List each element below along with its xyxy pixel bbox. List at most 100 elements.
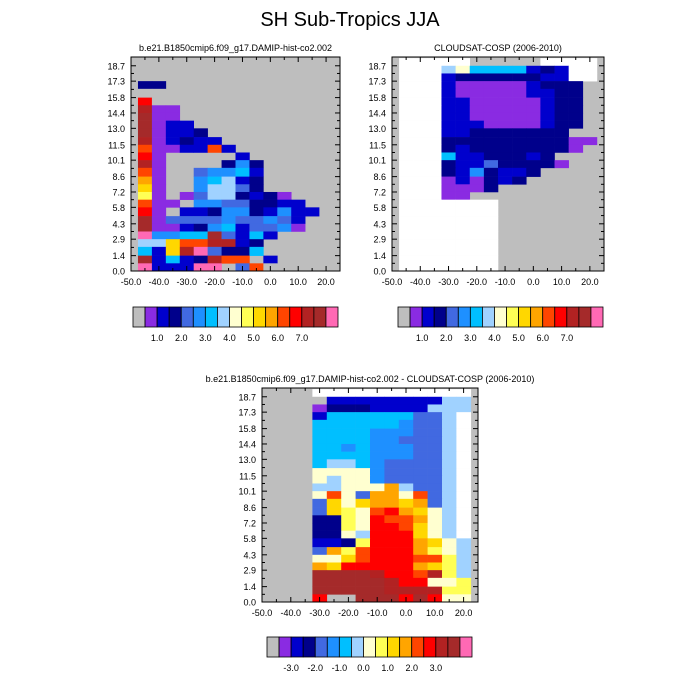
- heatmap-cell: [207, 246, 222, 256]
- heatmap-cell: [413, 530, 428, 539]
- heatmap-cell: [277, 223, 292, 232]
- heatmap-cell: [384, 389, 400, 398]
- heatmap-cell: [249, 176, 264, 185]
- colorbar-label: -2.0: [307, 663, 323, 673]
- heatmap-cell: [582, 65, 598, 74]
- heatmap-cell: [427, 97, 442, 106]
- heatmap-cell: [526, 73, 541, 82]
- heatmap-cell: [427, 246, 442, 256]
- heatmap-cell: [498, 160, 513, 169]
- heatmap-cell: [137, 255, 153, 264]
- colorbar-label: 6.0: [271, 333, 284, 343]
- heatmap-cell: [456, 428, 472, 437]
- heatmap-cell: [355, 459, 371, 469]
- heatmap-cell: [341, 515, 356, 524]
- heatmap-cell: [207, 184, 222, 193]
- heatmap-cell: [427, 562, 443, 571]
- heatmap-cell: [427, 167, 442, 177]
- heatmap-cell: [554, 112, 569, 121]
- heatmap-cell: [456, 554, 472, 563]
- heatmap-cell: [193, 137, 208, 146]
- heatmap-cell: [398, 483, 414, 492]
- heatmap-cell: [413, 167, 428, 177]
- heatmap-cell: [427, 160, 442, 169]
- colorbar-swatch: [566, 306, 580, 328]
- heatmap-cell: [165, 105, 181, 114]
- x-tick-label: -10.0: [495, 277, 516, 287]
- heatmap-cell: [326, 404, 342, 413]
- heatmap-cell: [326, 483, 342, 492]
- colorbar-label: 5.0: [247, 333, 260, 343]
- heatmap-cell: [483, 65, 499, 74]
- x-tick-label: -40.0: [149, 277, 170, 287]
- heatmap-cell: [305, 207, 320, 217]
- heatmap-cell: [263, 207, 278, 217]
- heatmap-cell: [398, 428, 414, 437]
- heatmap-cell: [137, 184, 153, 193]
- colorbar-swatch: [277, 306, 291, 328]
- heatmap-cell: [512, 88, 527, 98]
- heatmap-cell: [326, 507, 342, 516]
- heatmap-cell: [312, 396, 328, 405]
- colorbar-label: 7.0: [561, 333, 574, 343]
- heatmap-cell: [456, 412, 472, 421]
- heatmap-cell: [554, 88, 569, 98]
- heatmap-cell: [193, 239, 208, 248]
- heatmap-cell: [582, 137, 598, 146]
- heatmap-cell: [455, 191, 471, 200]
- heatmap-cell: [427, 88, 442, 98]
- heatmap-cell: [427, 263, 442, 272]
- heatmap-cell: [413, 498, 428, 508]
- heatmap-cell: [312, 554, 328, 563]
- heatmap-cell: [370, 538, 385, 548]
- heatmap-cell: [469, 105, 485, 114]
- colorbar-swatch: [506, 306, 519, 328]
- heatmap-cell: [526, 160, 541, 169]
- heatmap-cell: [526, 128, 541, 138]
- heatmap-cell: [398, 404, 414, 413]
- colorbar-swatch: [482, 306, 495, 328]
- plot-frame: [261, 387, 479, 603]
- colorbar-swatch: [494, 306, 507, 328]
- heatmap-cell: [355, 577, 371, 587]
- heatmap-cell: [427, 137, 442, 146]
- heatmap-cell: [355, 538, 371, 548]
- heatmap-cell: [469, 144, 485, 153]
- heatmap-cell: [442, 475, 457, 484]
- heatmap-cell: [235, 246, 250, 256]
- heatmap-cell: [326, 547, 342, 556]
- heatmap-cell: [554, 137, 569, 146]
- heatmap-cell: [427, 538, 443, 548]
- heatmap-cell: [483, 73, 499, 82]
- heatmap-cell: [151, 216, 167, 225]
- heatmap-cell: [413, 160, 428, 169]
- heatmap-cell: [398, 451, 414, 460]
- y-tick-label: 15.8: [238, 424, 256, 434]
- heatmap-cell: [398, 547, 414, 556]
- heatmap-cell: [193, 191, 208, 200]
- heatmap-cell: [326, 586, 342, 595]
- heatmap-cell: [399, 65, 414, 74]
- heatmap-cell: [469, 152, 485, 161]
- heatmap-cell: [384, 491, 400, 500]
- heatmap-cell: [413, 73, 428, 82]
- heatmap-cell: [540, 105, 555, 114]
- heatmap-cell: [326, 428, 342, 437]
- heatmap-cell: [165, 239, 181, 248]
- heatmap-cell: [427, 105, 442, 114]
- heatmap-cell: [427, 239, 442, 248]
- heatmap-cell: [370, 515, 385, 524]
- heatmap-cell: [398, 468, 414, 477]
- heatmap-cell: [483, 144, 499, 153]
- heatmap-cell: [455, 231, 471, 240]
- heatmap-cell: [455, 144, 471, 153]
- heatmap-cell: [456, 475, 472, 484]
- heatmap-cell: [341, 468, 356, 477]
- heatmap-cell: [568, 120, 584, 129]
- colorbar-swatch: [578, 306, 592, 328]
- y-tick-label: 7.2: [112, 187, 125, 197]
- x-tick-label: -50.0: [382, 277, 403, 287]
- heatmap-cell: [312, 419, 328, 429]
- heatmap-cell: [384, 396, 400, 405]
- heatmap-cell: [207, 239, 222, 248]
